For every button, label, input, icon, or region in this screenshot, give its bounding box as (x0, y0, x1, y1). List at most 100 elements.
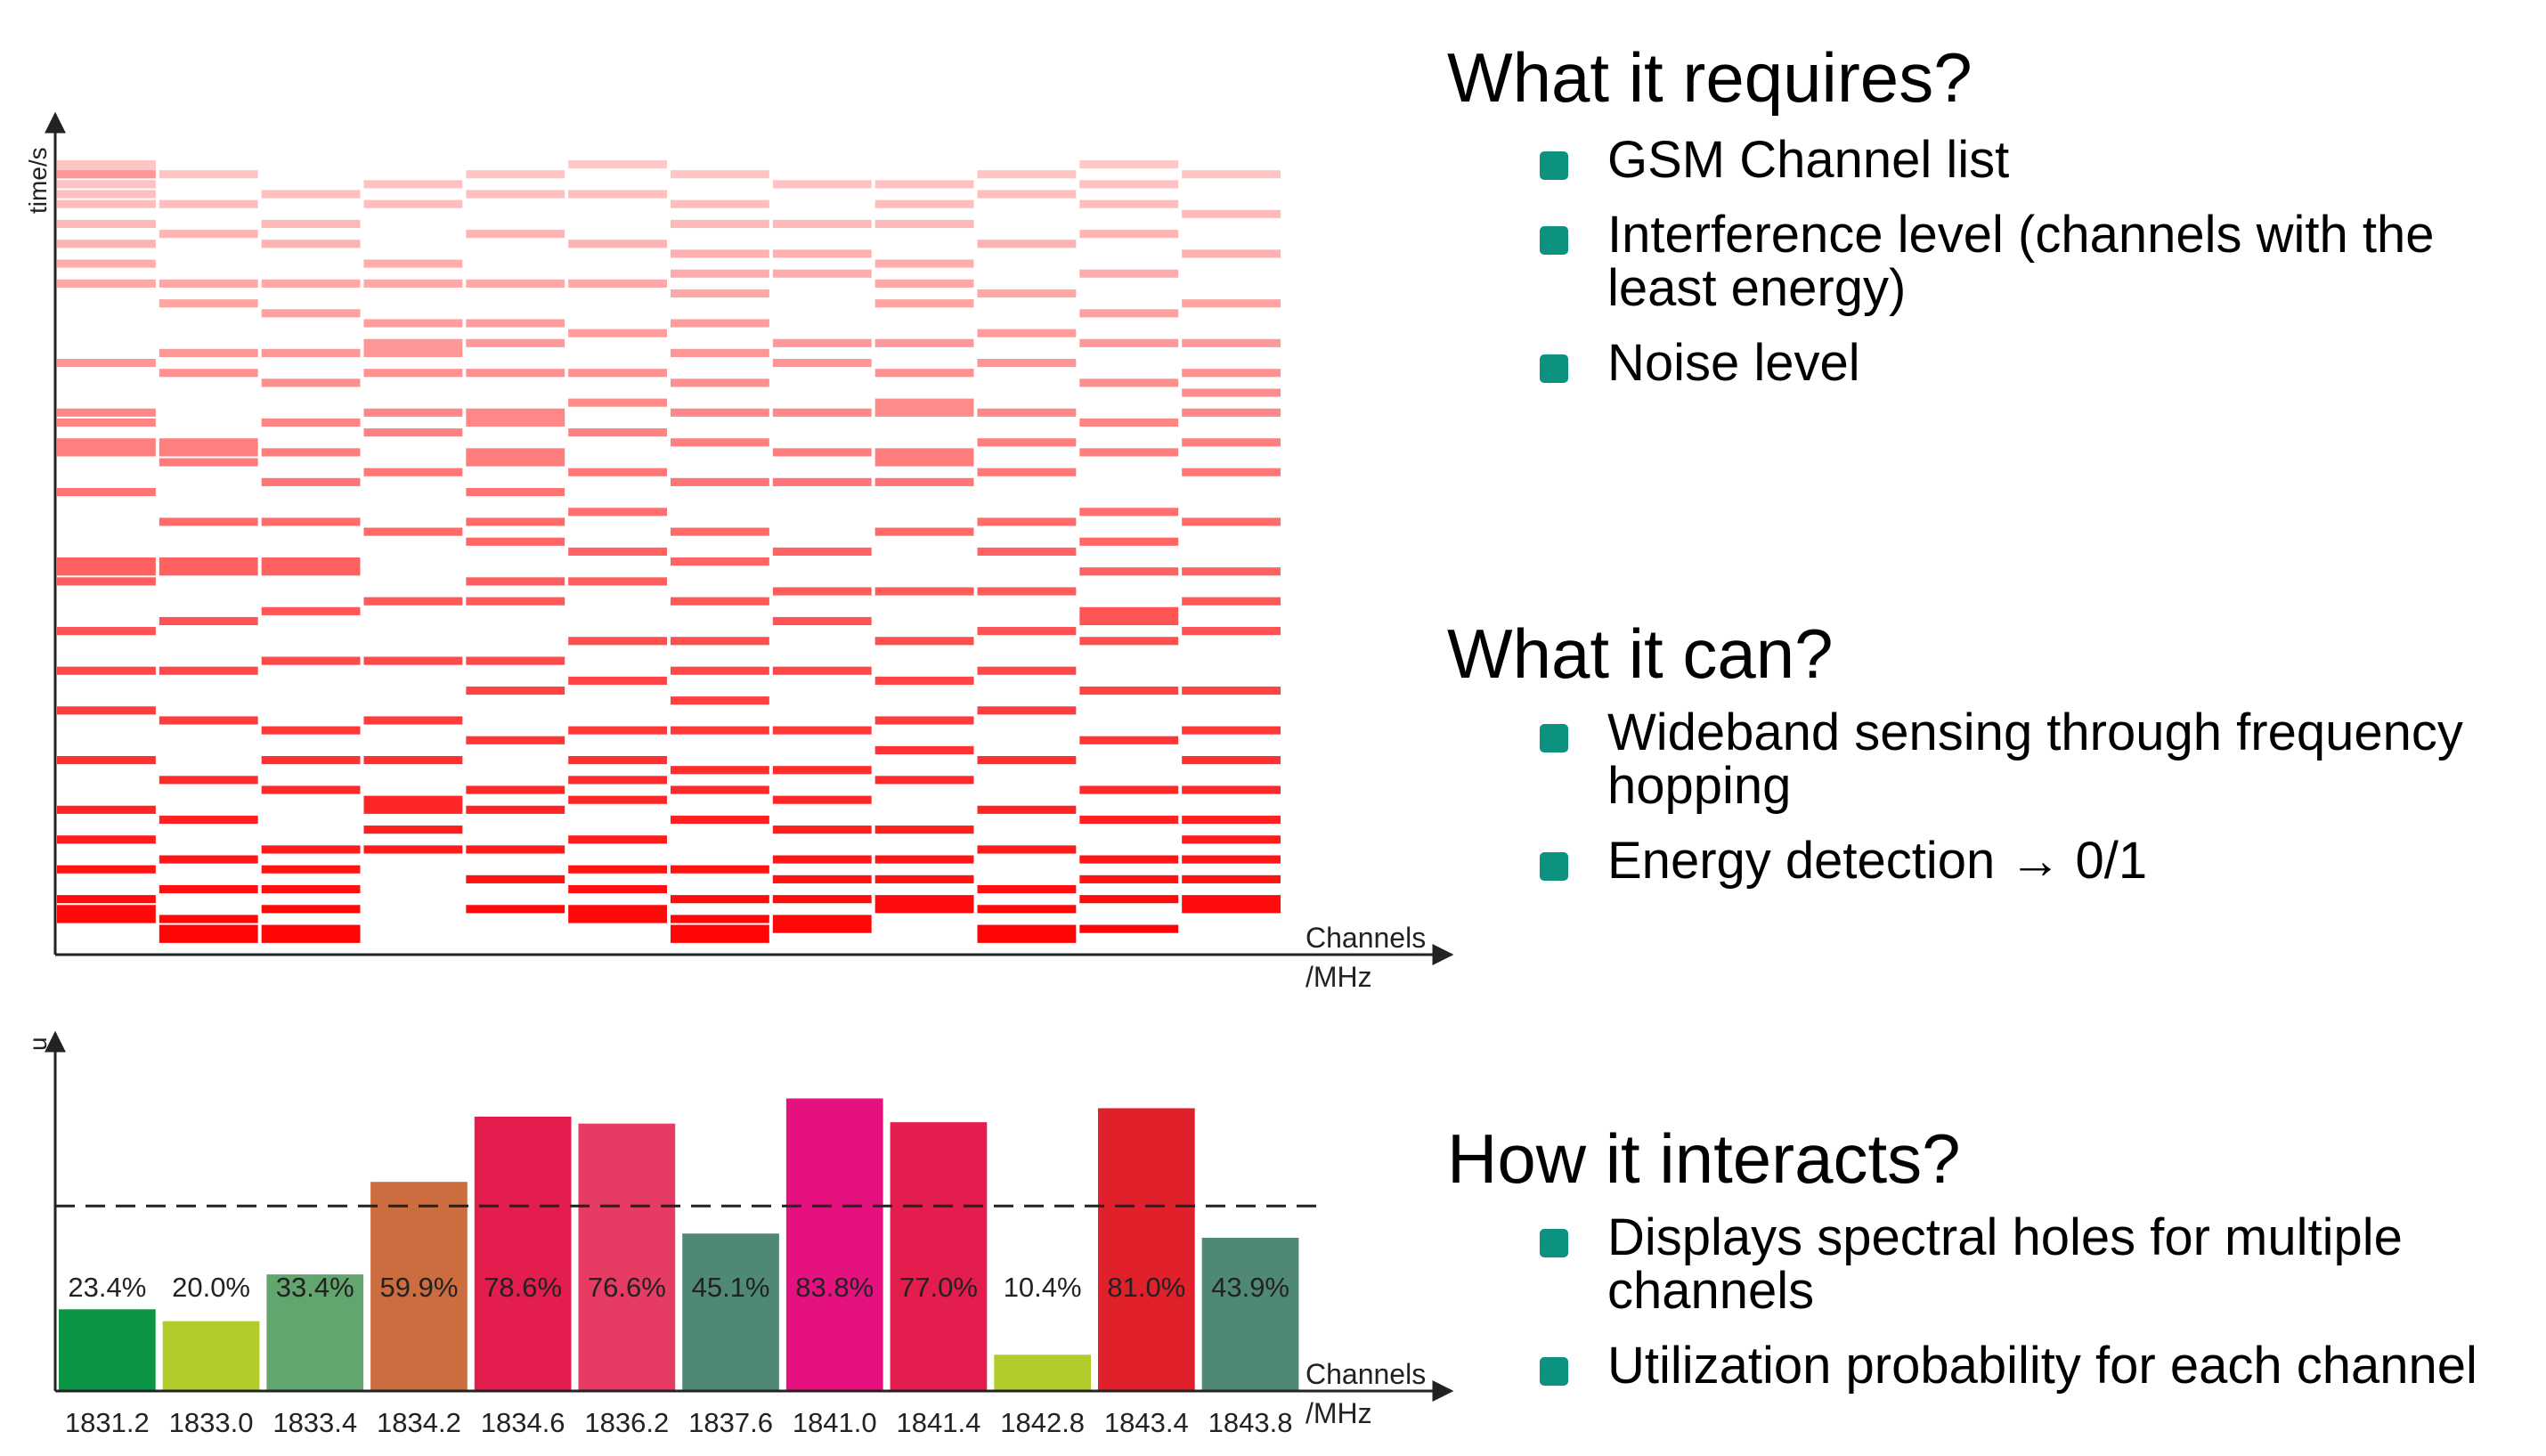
bullet-text: GSM Channel list (1607, 131, 2010, 189)
heatmap-cell (671, 219, 769, 229)
heatmap-cell (772, 249, 872, 258)
heatmap-cell (772, 616, 872, 626)
heatmap-cell (568, 547, 667, 556)
bullet-item: GSM Channel list (1447, 134, 2435, 187)
bullet-item: Interference level (channels with the lea… (1447, 208, 2435, 315)
heatmap-cell (466, 517, 565, 526)
heatmap-cell (568, 756, 667, 765)
heatmap-cell (874, 587, 974, 596)
heatmap-cell (57, 418, 156, 427)
heatmap-cell (57, 666, 156, 675)
bar-value-label: 78.6% (484, 1272, 562, 1303)
heatmap-cell (363, 826, 463, 834)
heatmap-cell (874, 180, 974, 189)
heatmap-cell (363, 259, 463, 268)
heatmap-cell (363, 180, 463, 189)
heatmap-cell (874, 448, 974, 467)
heatmap-x-label: Channels (1306, 922, 1426, 954)
heatmap-cell (261, 606, 361, 615)
heatmap-cell (57, 160, 156, 179)
heatmap-cell (363, 199, 463, 208)
bar-value-label: 20.0% (172, 1272, 250, 1303)
bar-value-label: 23.4% (68, 1272, 146, 1303)
heatmap-cell (363, 338, 463, 357)
heatmap-cell (977, 627, 1077, 636)
heatmap-cell (466, 597, 565, 606)
heatmap-cell (57, 805, 156, 814)
heatmap-cell (1079, 567, 1179, 576)
heatmap-cell (1182, 438, 1281, 447)
heatmap-cell (671, 666, 769, 675)
heatmap-cell (1079, 230, 1179, 239)
heatmap-cell (977, 756, 1077, 765)
section-heading: How it interacts? (1447, 1119, 1961, 1198)
heatmap-cell (977, 468, 1077, 476)
heatmap-cell (671, 815, 769, 825)
bar-value-label: 83.8% (795, 1272, 874, 1303)
heatmap-cell (159, 230, 258, 239)
heatmap-cell (568, 577, 667, 586)
heatmap-cell (261, 190, 361, 199)
bar-1836.2 (578, 1123, 676, 1391)
heatmap-cell (874, 338, 974, 347)
heatmap-cell (671, 527, 769, 536)
heatmap-cell (977, 517, 1077, 526)
bar-1833.0 (162, 1321, 260, 1391)
x-tick-label: 1834.2 (377, 1407, 461, 1438)
heatmap-cell (1079, 180, 1179, 189)
heatmap-cell (261, 477, 361, 486)
heatmap-cell (57, 438, 156, 457)
heatmap-cell (57, 219, 156, 229)
heatmap-cell (1079, 855, 1179, 864)
bullet-text: Interference level (channels with the (1607, 206, 2435, 264)
bar-y-label: u (24, 1037, 52, 1051)
x-tick-label: 1833.0 (169, 1407, 254, 1438)
heatmap-cell (671, 269, 769, 278)
heatmap-cell (363, 319, 463, 328)
heatmap-cell (466, 845, 565, 854)
bar-value-label: 81.0% (1107, 1272, 1185, 1303)
bullet-text-cont: hopping (1607, 757, 1792, 815)
heatmap-cell (671, 924, 769, 943)
heatmap-cell (159, 815, 258, 825)
heatmap-cell (159, 855, 258, 864)
section-heading: What it requires? (1447, 38, 1973, 117)
heatmap-cell (1182, 686, 1281, 695)
heatmap-cell (772, 338, 872, 347)
heatmap-cell (1079, 269, 1179, 278)
bullet-square-icon (1540, 151, 1568, 180)
heatmap-cell (466, 805, 565, 814)
heatmap-cell (874, 776, 974, 785)
heatmap-cell (466, 170, 565, 179)
heatmap-cell (466, 448, 565, 467)
heatmap-cell (977, 924, 1077, 943)
bullet-text-cont: channels (1607, 1262, 1815, 1320)
heatmap-cell (1182, 874, 1281, 883)
heatmap-cell (363, 756, 463, 765)
heatmap-cell (261, 219, 361, 229)
bar-value-label: 77.0% (899, 1272, 978, 1303)
heatmap-cell (159, 716, 258, 725)
heatmap-cell (977, 845, 1077, 854)
heatmap-cell (1182, 597, 1281, 606)
heatmap-cell (1182, 299, 1281, 308)
heatmap-cell (1182, 388, 1281, 397)
heatmap-cell (671, 199, 769, 208)
heatmap-cell (977, 170, 1077, 179)
heatmap-cell (874, 855, 974, 864)
heatmap-cell (874, 826, 974, 834)
heatmap-cell (977, 706, 1077, 715)
bullet-item: Utilization probability for each channel (1447, 1339, 2477, 1393)
heatmap-cell (1079, 785, 1179, 794)
heatmap-cell (772, 448, 872, 457)
heatmap-cell (1079, 199, 1179, 208)
x-tick-label: 1841.0 (793, 1407, 877, 1438)
heatmap-cell (57, 259, 156, 268)
heatmap-cell (568, 795, 667, 804)
x-tick-label: 1843.8 (1208, 1407, 1293, 1438)
heatmap-cell (874, 279, 974, 288)
heatmap-cell (671, 170, 769, 179)
heatmap-cell (466, 190, 565, 199)
heatmap-cell (671, 915, 769, 923)
bar-1834.2 (370, 1182, 468, 1391)
